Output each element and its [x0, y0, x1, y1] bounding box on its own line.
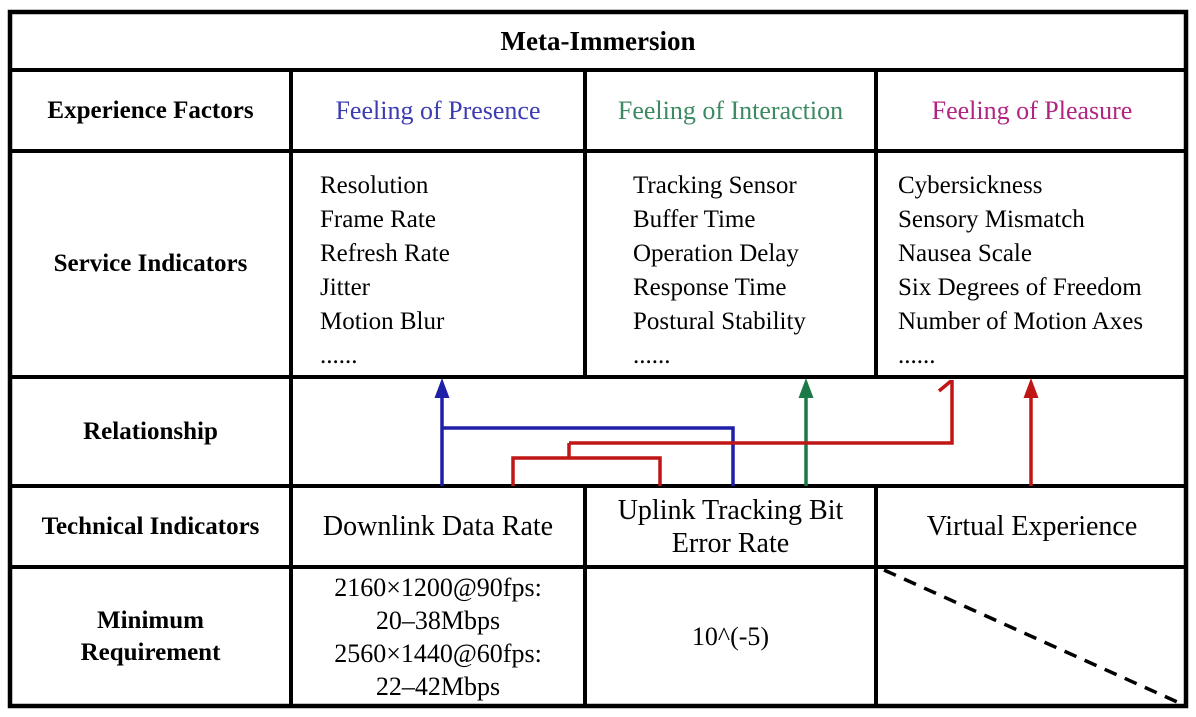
list-item: Refresh Rate — [320, 240, 450, 267]
list-item: Response Time — [633, 274, 787, 301]
experience-factors-label: Experience Factors — [47, 96, 254, 124]
list-item: Tracking Sensor — [633, 172, 797, 199]
min-req-line: 2160×1200@90fps: — [334, 572, 542, 602]
list-item: Buffer Time — [633, 206, 756, 233]
dashed-diagonal-line — [883, 568, 1185, 707]
green-arrowhead-icon — [798, 378, 814, 398]
green-arrow-group — [798, 378, 814, 486]
list-item: Number of Motion Axes — [898, 308, 1144, 335]
service-list-pleasure: Cybersickness Sensory Mismatch Nausea Sc… — [898, 155, 1186, 375]
list-item: Frame Rate — [320, 206, 436, 233]
red-arrow-merge-legs — [511, 456, 662, 486]
technical-downlink-data-rate: Downlink Data Rate — [322, 511, 554, 542]
red-bent-arrowhead-icon — [937, 379, 953, 393]
minimum-requirement-text: Minimum Requirement — [80, 606, 221, 666]
list-item: ...... — [633, 342, 671, 369]
list-item: Operation Delay — [633, 240, 799, 267]
blue-arrow-branch — [442, 426, 735, 486]
feeling-of-presence-label: Feeling of Presence — [335, 95, 541, 125]
technical-uplink-text: Uplink Tracking Bit Error Rate — [617, 494, 844, 559]
minimum-uplink-cell: 10^(-5) — [691, 622, 770, 651]
min-req-line: 22–42Mbps — [375, 671, 501, 701]
list-item: Cybersickness — [898, 172, 1043, 199]
list-item: ...... — [898, 342, 936, 369]
red-arrow-group — [511, 378, 1039, 486]
service-indicators-label: Service Indicators — [53, 250, 248, 277]
list-item: ...... — [320, 342, 358, 369]
service-list-presence: Resolution Frame Rate Refresh Rate Jitte… — [320, 155, 580, 375]
list-item: Motion Blur — [320, 308, 445, 335]
list-item: Jitter — [320, 274, 370, 301]
list-item: Postural Stability — [633, 308, 806, 335]
list-item: Six Degrees of Freedom — [898, 274, 1142, 301]
figure-title: Meta-Immersion — [500, 25, 696, 56]
blue-arrow-group — [434, 378, 735, 486]
table-outer-border — [7, 9, 1189, 709]
list-item: Sensory Mismatch — [898, 206, 1085, 233]
minimum-downlink-cell: 2160×1200@90fps: 20–38Mbps 2560×1440@60f… — [293, 569, 583, 704]
list-item: Nausea Scale — [898, 240, 1032, 267]
feeling-of-pleasure-label: Feeling of Pleasure — [931, 95, 1133, 125]
list-item: Resolution — [320, 172, 429, 199]
service-list-interaction: Tracking Sensor Buffer Time Operation De… — [633, 155, 873, 375]
red-arrow-upper-shaft — [569, 380, 954, 445]
technical-virtual-experience: Virtual Experience — [926, 511, 1138, 542]
relationship-label: Relationship — [83, 417, 218, 445]
technical-uplink-tracking: Uplink Tracking Bit Error Rate — [587, 487, 874, 566]
blue-arrowhead-icon — [434, 378, 450, 398]
minimum-requirement-label: Minimum Requirement — [12, 569, 289, 704]
min-req-line: 20–38Mbps — [375, 605, 501, 635]
technical-indicators-label: Technical Indicators — [41, 512, 260, 540]
red-arrowhead-icon — [1023, 378, 1039, 398]
feeling-of-interaction-label: Feeling of Interaction — [617, 95, 844, 125]
min-req-line: 2560×1440@60fps: — [334, 638, 542, 668]
table-grid-lines — [7, 9, 1189, 709]
